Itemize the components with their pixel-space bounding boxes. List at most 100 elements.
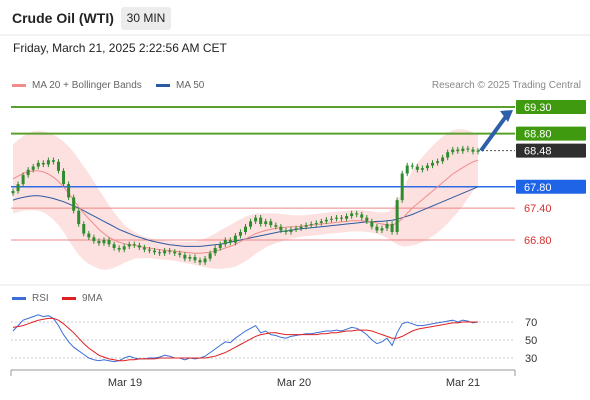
candle-body <box>183 254 187 259</box>
level-tag-68-80 <box>516 126 586 141</box>
candle-body <box>309 224 313 226</box>
candle-body <box>279 226 283 231</box>
rsi-tick-label: 70 <box>525 317 537 329</box>
ma20-swatch <box>12 84 26 87</box>
candle-body <box>11 191 15 194</box>
candle-body <box>36 162 40 167</box>
legend-rsi-9ma: 9MA <box>62 293 103 304</box>
rsi-9ma-swatch <box>62 297 76 300</box>
candle-body <box>390 224 394 233</box>
candle-body <box>153 250 157 253</box>
candle-body <box>72 197 76 211</box>
instrument-title: Crude Oil (WTI) <box>12 10 114 26</box>
candle-body <box>97 241 101 244</box>
candle-body <box>405 165 409 174</box>
level-label-66-80: 66.80 <box>524 235 552 247</box>
candle-body <box>340 217 344 219</box>
rsi-9ma-line <box>12 317 478 362</box>
candle-body <box>51 160 55 162</box>
candle-body <box>360 214 364 218</box>
candle-body <box>461 148 465 152</box>
candle-body <box>299 226 303 229</box>
legend-ma20: MA 20 + Bollinger Bands <box>12 80 142 91</box>
candle-body <box>26 169 30 176</box>
level-label-67-80: 67.80 <box>524 182 552 194</box>
candle-body <box>56 161 60 171</box>
candle-body <box>92 237 96 242</box>
level-label-68-48: 68.48 <box>524 146 552 158</box>
x-tick-label: Mar 19 <box>108 377 142 389</box>
rsi-tick-label: 50 <box>525 335 537 347</box>
candle-body <box>213 247 217 254</box>
x-tick-label: Mar 21 <box>446 377 480 389</box>
candle-body <box>254 217 258 222</box>
candle-body <box>208 253 212 259</box>
candle-body <box>446 152 450 158</box>
candle-body <box>294 228 298 230</box>
level-label-68-80: 68.80 <box>524 129 552 141</box>
forecast-arrowhead <box>500 110 513 122</box>
candle-body <box>142 247 146 250</box>
legend-rsi: RSI <box>12 293 49 304</box>
bollinger-band <box>13 129 478 270</box>
candle-body <box>158 252 162 254</box>
candle-body <box>380 228 384 231</box>
candle-body <box>264 221 268 225</box>
chart-datetime: Friday, March 21, 2025 2:22:56 AM CET <box>13 41 227 55</box>
candle-body <box>163 250 167 254</box>
candle-body <box>238 232 242 236</box>
candle-body <box>82 224 86 234</box>
candle-body <box>21 175 25 185</box>
candle-body <box>67 184 71 198</box>
candle-body <box>425 165 429 169</box>
ma50-legend-label: MA 50 <box>176 80 205 91</box>
candle-body <box>249 221 253 227</box>
candle-body <box>198 260 202 263</box>
candle-body <box>269 221 273 226</box>
candle-body <box>117 247 121 250</box>
level-label-67-40: 67.40 <box>524 203 552 215</box>
candle-body <box>370 221 374 227</box>
candle-body <box>147 249 151 251</box>
candle-body <box>203 258 207 263</box>
candle-body <box>375 226 379 231</box>
candle-body <box>324 219 328 222</box>
candle-body <box>329 218 333 220</box>
candle-body <box>137 245 141 248</box>
candle-body <box>289 229 293 233</box>
candle-body <box>284 230 288 233</box>
candle-body <box>476 150 480 152</box>
candle-body <box>31 166 35 170</box>
rsi-tick-label: 30 <box>525 353 537 365</box>
candle-body <box>168 250 172 252</box>
candle-body <box>173 251 177 254</box>
timeframe-badge[interactable]: 30 MIN <box>121 7 171 30</box>
candle-body <box>319 221 323 223</box>
ma50-swatch <box>156 84 170 87</box>
candle-body <box>193 257 197 261</box>
candle-body <box>178 253 182 255</box>
candle-body <box>355 213 359 215</box>
forecast-arrow <box>479 113 509 152</box>
candle-body <box>41 162 45 165</box>
candle-body <box>218 244 222 248</box>
candle-body <box>400 173 404 201</box>
candle-body <box>62 170 66 185</box>
candle-body <box>112 244 116 248</box>
rsi-legend-label: RSI <box>32 293 49 304</box>
level-label-69-30: 69.30 <box>524 102 552 114</box>
candle-body <box>431 162 435 166</box>
candle-body <box>395 200 399 233</box>
candle-body <box>87 233 91 238</box>
rsi-line <box>12 314 479 363</box>
candle-body <box>102 240 106 244</box>
candle-body <box>77 210 81 225</box>
candle-body <box>415 166 419 170</box>
ma20-legend-label: MA 20 + Bollinger Bands <box>32 80 142 91</box>
candle-body <box>441 157 445 162</box>
candle-body <box>274 225 278 227</box>
candle-body <box>244 226 247 233</box>
candle-body <box>46 160 50 165</box>
candle-body <box>451 149 455 153</box>
